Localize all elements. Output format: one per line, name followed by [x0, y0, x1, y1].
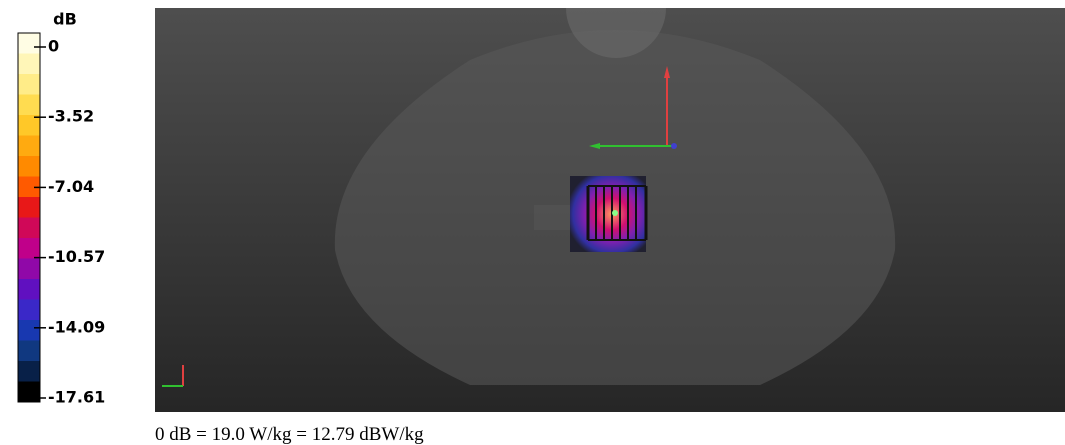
colorbar-band	[18, 156, 40, 177]
tick-label: -7.04	[48, 177, 94, 196]
colorbar-band	[18, 136, 40, 157]
colorbar-ticks: 0 -3.52 -7.04 -10.57 -14.09 -17.61	[34, 37, 105, 407]
colorbar-band	[18, 259, 40, 280]
colorbar-band	[18, 74, 40, 95]
colorbar-band	[18, 238, 40, 259]
colorbar-band	[18, 115, 40, 136]
3d-view	[155, 8, 1065, 412]
screenshot: dB 0 -3.52 -7.04 -10.57 -14.09 -17.61 0 dB = …	[0, 0, 1065, 445]
colorbar-band	[18, 95, 40, 116]
colorbar-band	[18, 300, 40, 321]
colorbar	[18, 33, 40, 403]
colorbar-band	[18, 341, 40, 362]
colorbar-band	[18, 54, 40, 75]
tick-label: -14.09	[48, 317, 105, 336]
colorbar-band	[18, 218, 40, 239]
colorbar-band	[18, 33, 40, 54]
colorbar-band	[18, 279, 40, 300]
tick-label: -3.52	[48, 107, 94, 126]
tick-label: -10.57	[48, 247, 105, 266]
tick-label: 0	[48, 37, 59, 56]
footer-note: 0 dB = 19.0 W/kg = 12.79 dBW/kg	[155, 424, 424, 445]
tick-label: -17.61	[48, 388, 105, 407]
colorbar-band	[18, 320, 40, 341]
colorbar-unit: dB	[53, 10, 77, 29]
colorbar-band	[18, 197, 40, 218]
colorbar-band	[18, 382, 40, 403]
colorbar-band	[18, 361, 40, 382]
